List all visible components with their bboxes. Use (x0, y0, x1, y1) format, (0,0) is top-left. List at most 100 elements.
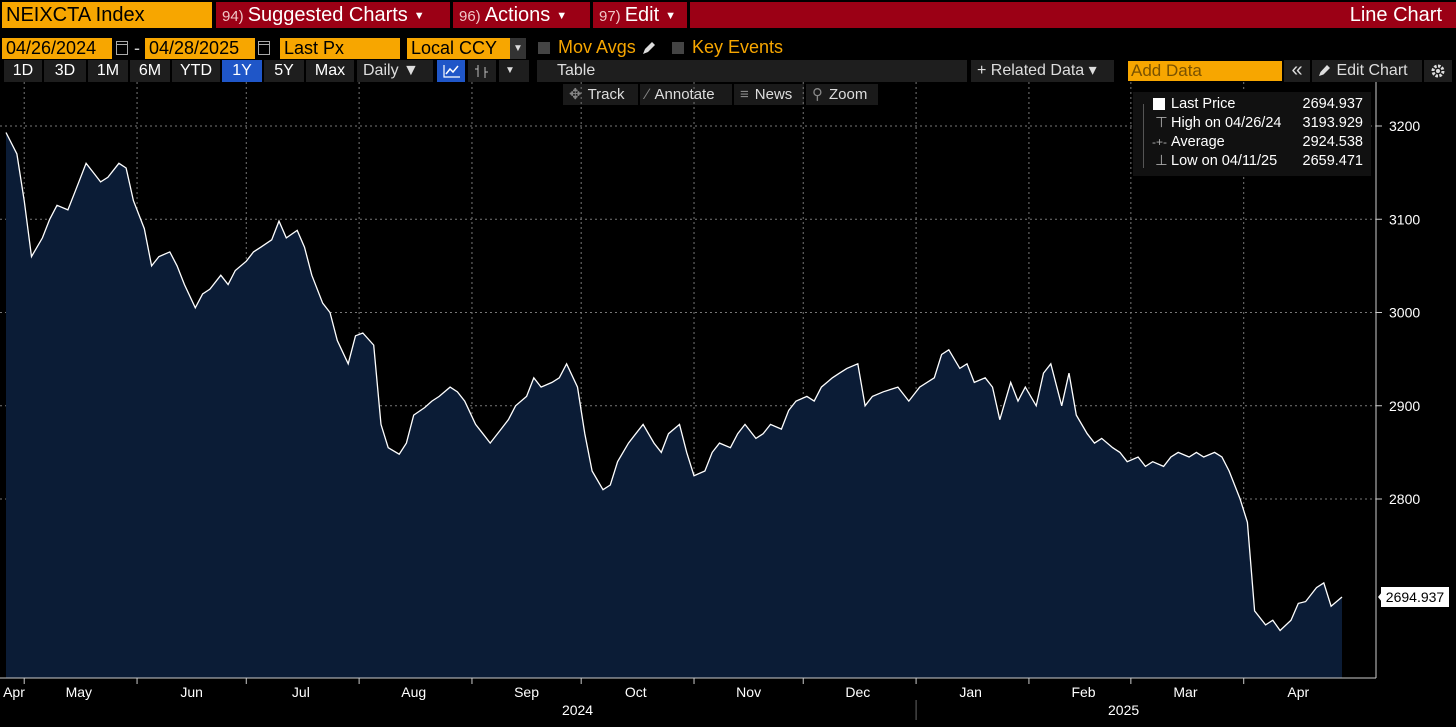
x-tick-label: Mar (1173, 684, 1197, 700)
field-input[interactable]: Last Px (280, 38, 400, 59)
edit-chart-label: Edit Chart (1336, 62, 1408, 79)
legend-high: ⊤ High on 04/26/24 3193.929 (1133, 114, 1371, 133)
start-date-input[interactable]: 04/26/2024 (2, 38, 112, 59)
legend-label: Low on 04/11/25 (1171, 153, 1278, 169)
gear-icon[interactable] (1424, 60, 1452, 82)
high-marker-icon: ⊤ (1155, 115, 1168, 131)
legend-bracket (1143, 104, 1144, 168)
ticker-field[interactable]: NEIXCTA Index (2, 2, 212, 28)
low-marker-icon: ⊥ (1155, 153, 1168, 169)
pencil-icon[interactable] (641, 40, 657, 56)
bar-chart-icon[interactable] (468, 60, 496, 82)
tool-label: Track (587, 86, 625, 103)
mov-avgs-label[interactable]: Mov Avgs (558, 37, 636, 57)
price-area (6, 132, 1342, 678)
y-tick-label: 3100 (1389, 211, 1420, 227)
range-1m-button[interactable]: 1M (88, 60, 128, 82)
menu-number: 97) (599, 8, 621, 25)
annotate-tool-button[interactable]: ∕ Annotate (640, 84, 732, 105)
zoom-tool-button[interactable]: ⚲ Zoom (806, 84, 878, 105)
legend-label: Average (1171, 134, 1225, 150)
legend-label: Last Price (1171, 96, 1236, 112)
range-1d-button[interactable]: 1D (4, 60, 42, 82)
x-tick-label: Jul (292, 684, 310, 700)
magnifier-icon: ⚲ (812, 86, 823, 103)
x-tick-label: Jun (180, 684, 203, 700)
edit-menu[interactable]: 97) Edit ▼ (593, 2, 687, 28)
frequency-select[interactable]: Daily ▼ (357, 60, 433, 82)
x-tick-label: Apr (1287, 684, 1309, 700)
news-icon: ≡ (740, 86, 749, 103)
year-label: 2025 (1108, 702, 1139, 718)
price-line (5, 132, 1343, 632)
mov-avgs-checkbox[interactable] (538, 42, 550, 54)
table-label: Table (557, 62, 596, 79)
y-tick-label: 3200 (1389, 118, 1420, 134)
legend-swatch (1153, 98, 1165, 110)
table-button[interactable]: Table (537, 60, 967, 82)
end-date-input[interactable]: 04/28/2025 (145, 38, 255, 59)
y-tick-label: 3000 (1389, 305, 1420, 321)
year-label: 2024 (562, 702, 593, 718)
controls-bar: 04/26/2024 - 04/28/2025 Last Px Local CC… (0, 36, 1456, 60)
x-tick-label: Oct (625, 684, 647, 700)
x-tick-label: Apr (3, 684, 25, 700)
x-tick-label: Feb (1071, 684, 1095, 700)
news-tool-button[interactable]: ≡ News (734, 84, 804, 105)
legend-value: 3193.929 (1302, 115, 1363, 131)
tool-label: Annotate (654, 86, 715, 103)
dropdown-arrow-icon[interactable]: ▼ (510, 38, 526, 59)
annotate-icon: ∕ (646, 86, 649, 103)
legend-label: High on 04/26/24 (1171, 115, 1282, 131)
y-tick-label: 2800 (1389, 491, 1420, 507)
legend-low: ⊥ Low on 04/11/25 2659.471 (1133, 152, 1371, 171)
legend-average: -+- Average 2924.538 (1133, 133, 1371, 152)
key-events-checkbox[interactable] (672, 42, 684, 54)
x-tick-label: May (66, 684, 92, 700)
currency-select[interactable]: Local CCY (407, 38, 510, 59)
related-data-button[interactable]: + Related Data ▾ (971, 60, 1114, 82)
x-tick-label: Sep (514, 684, 539, 700)
last-price-tag: 2694.937 (1381, 587, 1449, 607)
date-separator: - (134, 38, 140, 58)
range-ytd-button[interactable]: YTD (172, 60, 220, 82)
legend-last-price: Last Price 2694.937 (1133, 95, 1371, 114)
actions-menu[interactable]: 96) Actions ▼ (453, 2, 590, 28)
track-tool-button[interactable]: ✥ Track (563, 84, 638, 105)
x-tick-label: Dec (845, 684, 870, 700)
x-tick-label: Aug (401, 684, 426, 700)
tool-label: Zoom (829, 86, 868, 103)
legend-value: 2659.471 (1302, 153, 1363, 169)
calendar-icon[interactable] (258, 41, 270, 55)
menu-number: 96) (459, 8, 481, 25)
legend-value: 2694.937 (1302, 96, 1363, 112)
key-events-label[interactable]: Key Events (692, 37, 784, 57)
caret-down-icon: ▼ (556, 10, 568, 22)
range-max-button[interactable]: Max (306, 60, 354, 82)
chart-mode-bar: Line Chart (690, 2, 1456, 28)
collapse-icon[interactable]: « (1284, 60, 1310, 82)
range-3d-button[interactable]: 3D (44, 60, 86, 82)
y-tick-label: 2900 (1389, 398, 1420, 414)
calendar-icon[interactable] (116, 41, 128, 55)
menu-label: Edit (624, 4, 660, 26)
add-data-input[interactable]: Add Data (1128, 61, 1282, 81)
chart-legend: Last Price 2694.937 ⊤ High on 04/26/24 3… (1133, 92, 1371, 176)
range-toolbar: 1D 3D 1M 6M YTD 1Y 5Y Max Daily ▼ ▼ Tabl… (0, 60, 1456, 82)
menu-label: Suggested Charts (247, 4, 408, 26)
x-tick-label: Nov (736, 684, 761, 700)
range-6m-button[interactable]: 6M (130, 60, 170, 82)
x-tick-label: Jan (959, 684, 982, 700)
range-5y-button[interactable]: 5Y (264, 60, 304, 82)
crosshair-icon: ✥ (569, 86, 582, 103)
menu-number: 94) (222, 8, 244, 25)
tool-label: News (754, 86, 793, 103)
suggested-charts-menu[interactable]: 94) Suggested Charts ▼ (216, 2, 450, 28)
top-menu-bar: NEIXCTA Index 94) Suggested Charts ▼ 96) Ac… (0, 0, 1456, 30)
pencil-icon (1319, 65, 1330, 76)
edit-chart-button[interactable]: Edit Chart (1312, 60, 1422, 82)
legend-value: 2924.538 (1302, 134, 1363, 150)
range-1y-button[interactable]: 1Y (222, 60, 262, 82)
chart-type-dropdown-icon[interactable]: ▼ (499, 60, 529, 82)
line-chart-icon[interactable] (437, 60, 465, 82)
